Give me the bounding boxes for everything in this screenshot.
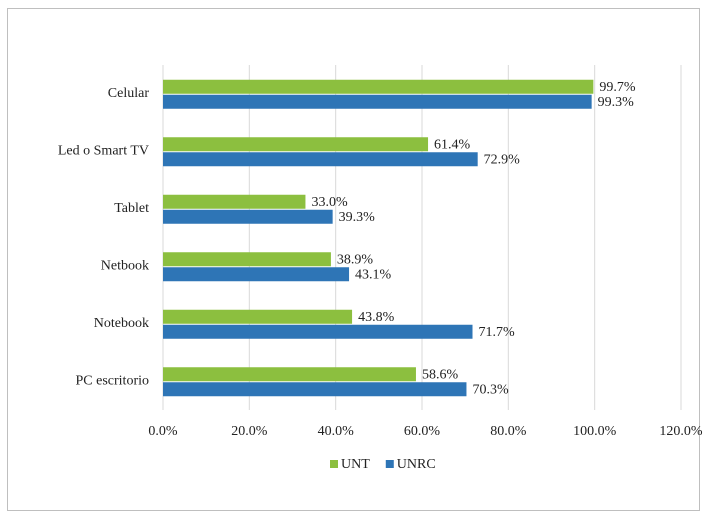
bar bbox=[163, 79, 594, 94]
bar bbox=[163, 194, 306, 209]
y-tick-label: Netbook bbox=[101, 258, 149, 273]
value-label: 61.4% bbox=[434, 137, 471, 152]
bar bbox=[163, 367, 416, 382]
bar bbox=[163, 137, 429, 152]
y-tick-label: PC escritorio bbox=[76, 373, 150, 388]
bar bbox=[163, 309, 353, 324]
value-label: 71.7% bbox=[479, 325, 516, 340]
x-tick-label: 20.0% bbox=[231, 424, 268, 439]
legend-label: UNRC bbox=[397, 457, 436, 472]
y-tick-label: Led o Smart TV bbox=[58, 143, 149, 158]
value-label: 39.3% bbox=[339, 210, 376, 225]
value-label: 38.9% bbox=[337, 252, 374, 267]
value-label: 43.8% bbox=[358, 310, 395, 325]
x-tick-label: 100.0% bbox=[573, 424, 617, 439]
bar bbox=[163, 267, 350, 282]
legend-swatch bbox=[330, 460, 338, 468]
y-tick-label: Tablet bbox=[114, 201, 149, 216]
x-tick-label: 40.0% bbox=[318, 424, 355, 439]
x-tick-label: 0.0% bbox=[148, 424, 178, 439]
bar bbox=[163, 94, 592, 109]
bar bbox=[163, 382, 467, 397]
x-tick-label: 60.0% bbox=[404, 424, 441, 439]
value-label: 33.0% bbox=[311, 195, 348, 210]
legend-label: UNT bbox=[341, 457, 370, 472]
bar bbox=[163, 252, 331, 267]
y-tick-label: Notebook bbox=[94, 316, 149, 331]
value-label: 58.6% bbox=[422, 367, 459, 382]
x-tick-label: 80.0% bbox=[490, 424, 527, 439]
legend-swatch bbox=[385, 460, 394, 468]
value-label: 43.1% bbox=[355, 267, 392, 282]
bar bbox=[163, 324, 473, 339]
bar bbox=[163, 209, 333, 224]
x-tick-label: 120.0% bbox=[659, 424, 703, 439]
bar bbox=[163, 152, 478, 167]
value-label: 99.7% bbox=[599, 80, 636, 95]
value-label: 99.3% bbox=[598, 95, 635, 110]
value-label: 70.3% bbox=[472, 382, 509, 397]
value-label: 72.9% bbox=[484, 152, 521, 167]
y-tick-label: Celular bbox=[108, 86, 150, 101]
